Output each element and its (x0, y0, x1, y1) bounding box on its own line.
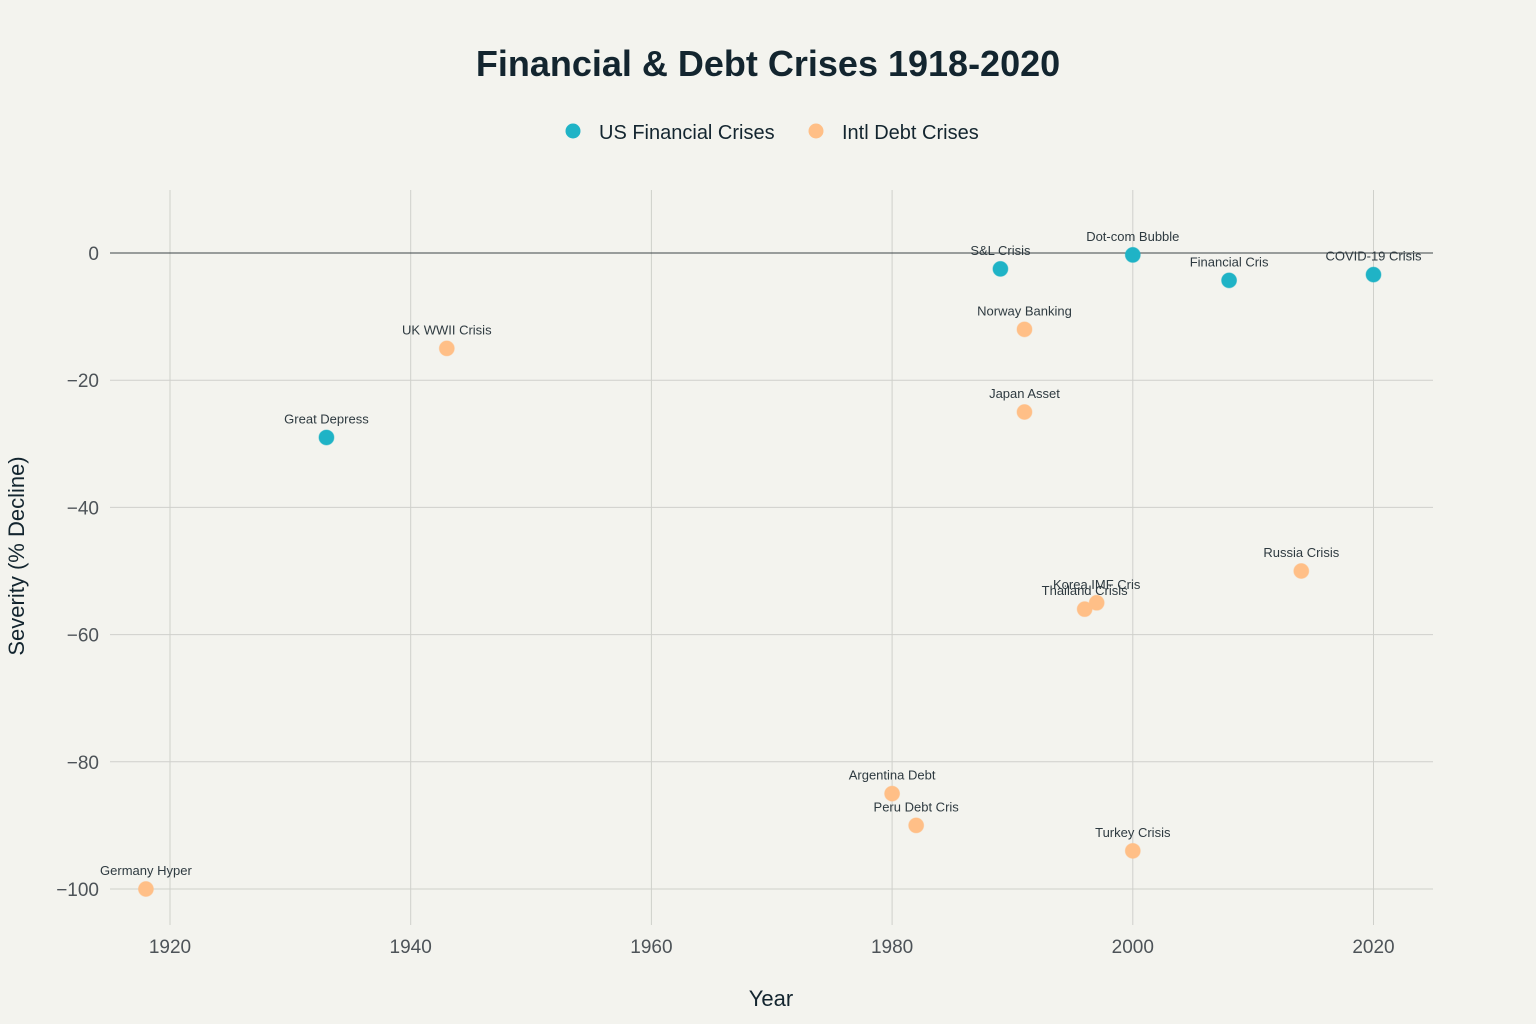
legend-label: Intl Debt Crises (842, 122, 979, 144)
point-intl-debt-crises[interactable] (1016, 321, 1033, 338)
y-tick-label: −20 (67, 371, 99, 392)
y-tick-label: −80 (67, 753, 99, 774)
x-tick-label: 2020 (1352, 937, 1394, 958)
x-tick-label: 1960 (630, 937, 672, 958)
point-label: Dot-com Bubble (1086, 229, 1179, 244)
y-axis-ticks: 0 −20 −40 −60 −80 −100 (56, 244, 99, 901)
point-intl-debt-crises[interactable] (438, 340, 455, 357)
x-tick-label: 1940 (390, 937, 432, 958)
point-label: COVID-19 Crisis (1325, 249, 1422, 264)
legend-item-us-financial-crises[interactable]: US Financial Crises (565, 122, 775, 144)
data-points: Great Depress S&L Crisis Dot-com Bubble Fin… (100, 229, 1422, 897)
point-label: Korea IMF Cris (1053, 577, 1141, 592)
legend[interactable]: US Financial Crises Intl Debt Crises (565, 122, 979, 144)
point-us-financial-crises[interactable] (1221, 272, 1238, 289)
point-us-financial-crises[interactable] (318, 429, 335, 446)
grid (110, 190, 1433, 925)
point-us-financial-crises[interactable] (992, 260, 1009, 277)
point-label: S&L Crisis (970, 243, 1031, 258)
point-label: Norway Banking (977, 303, 1072, 318)
point-label: Argentina Debt (849, 768, 936, 783)
y-axis-title: Severity (% Decline) (4, 456, 29, 655)
x-axis-ticks: 1920 1940 1960 1980 2000 2020 (149, 937, 1395, 958)
y-tick-label: −60 (67, 626, 99, 647)
point-us-financial-crises[interactable] (1124, 246, 1141, 263)
point-us-financial-crises[interactable] (1365, 266, 1382, 283)
y-tick-label: −100 (56, 880, 99, 901)
y-tick-label: 0 (88, 244, 99, 265)
point-label: Financial Cris (1190, 254, 1269, 269)
legend-item-intl-debt-crises[interactable]: Intl Debt Crises (808, 122, 979, 144)
x-tick-label: 1920 (149, 937, 191, 958)
point-label: Japan Asset (989, 386, 1060, 401)
point-label: Peru Debt Cris (874, 799, 960, 814)
point-intl-debt-crises[interactable] (884, 785, 901, 802)
y-tick-label: −40 (67, 498, 99, 519)
x-tick-label: 1980 (871, 937, 913, 958)
legend-marker (808, 123, 824, 139)
point-label: UK WWII Crisis (402, 322, 492, 337)
point-intl-debt-crises[interactable] (1124, 842, 1141, 859)
point-label: Russia Crisis (1263, 545, 1339, 560)
chart-title: Financial & Debt Crises 1918-2020 (476, 43, 1060, 84)
x-axis-title: Year (749, 986, 793, 1011)
point-label: Thailand Crisis (1042, 583, 1128, 598)
point-intl-debt-crises[interactable] (137, 881, 154, 897)
point-intl-debt-crises[interactable] (1293, 563, 1310, 579)
point-label: Germany Hyper (100, 863, 192, 878)
point-intl-debt-crises[interactable] (908, 817, 925, 834)
legend-marker (565, 123, 581, 139)
point-label: Turkey Crisis (1095, 825, 1171, 840)
x-tick-label: 2000 (1112, 937, 1154, 958)
point-intl-debt-crises[interactable] (1016, 404, 1033, 420)
point-label: Great Depress (284, 411, 369, 426)
legend-label: US Financial Crises (599, 122, 775, 144)
point-intl-debt-crises[interactable] (1088, 594, 1105, 611)
